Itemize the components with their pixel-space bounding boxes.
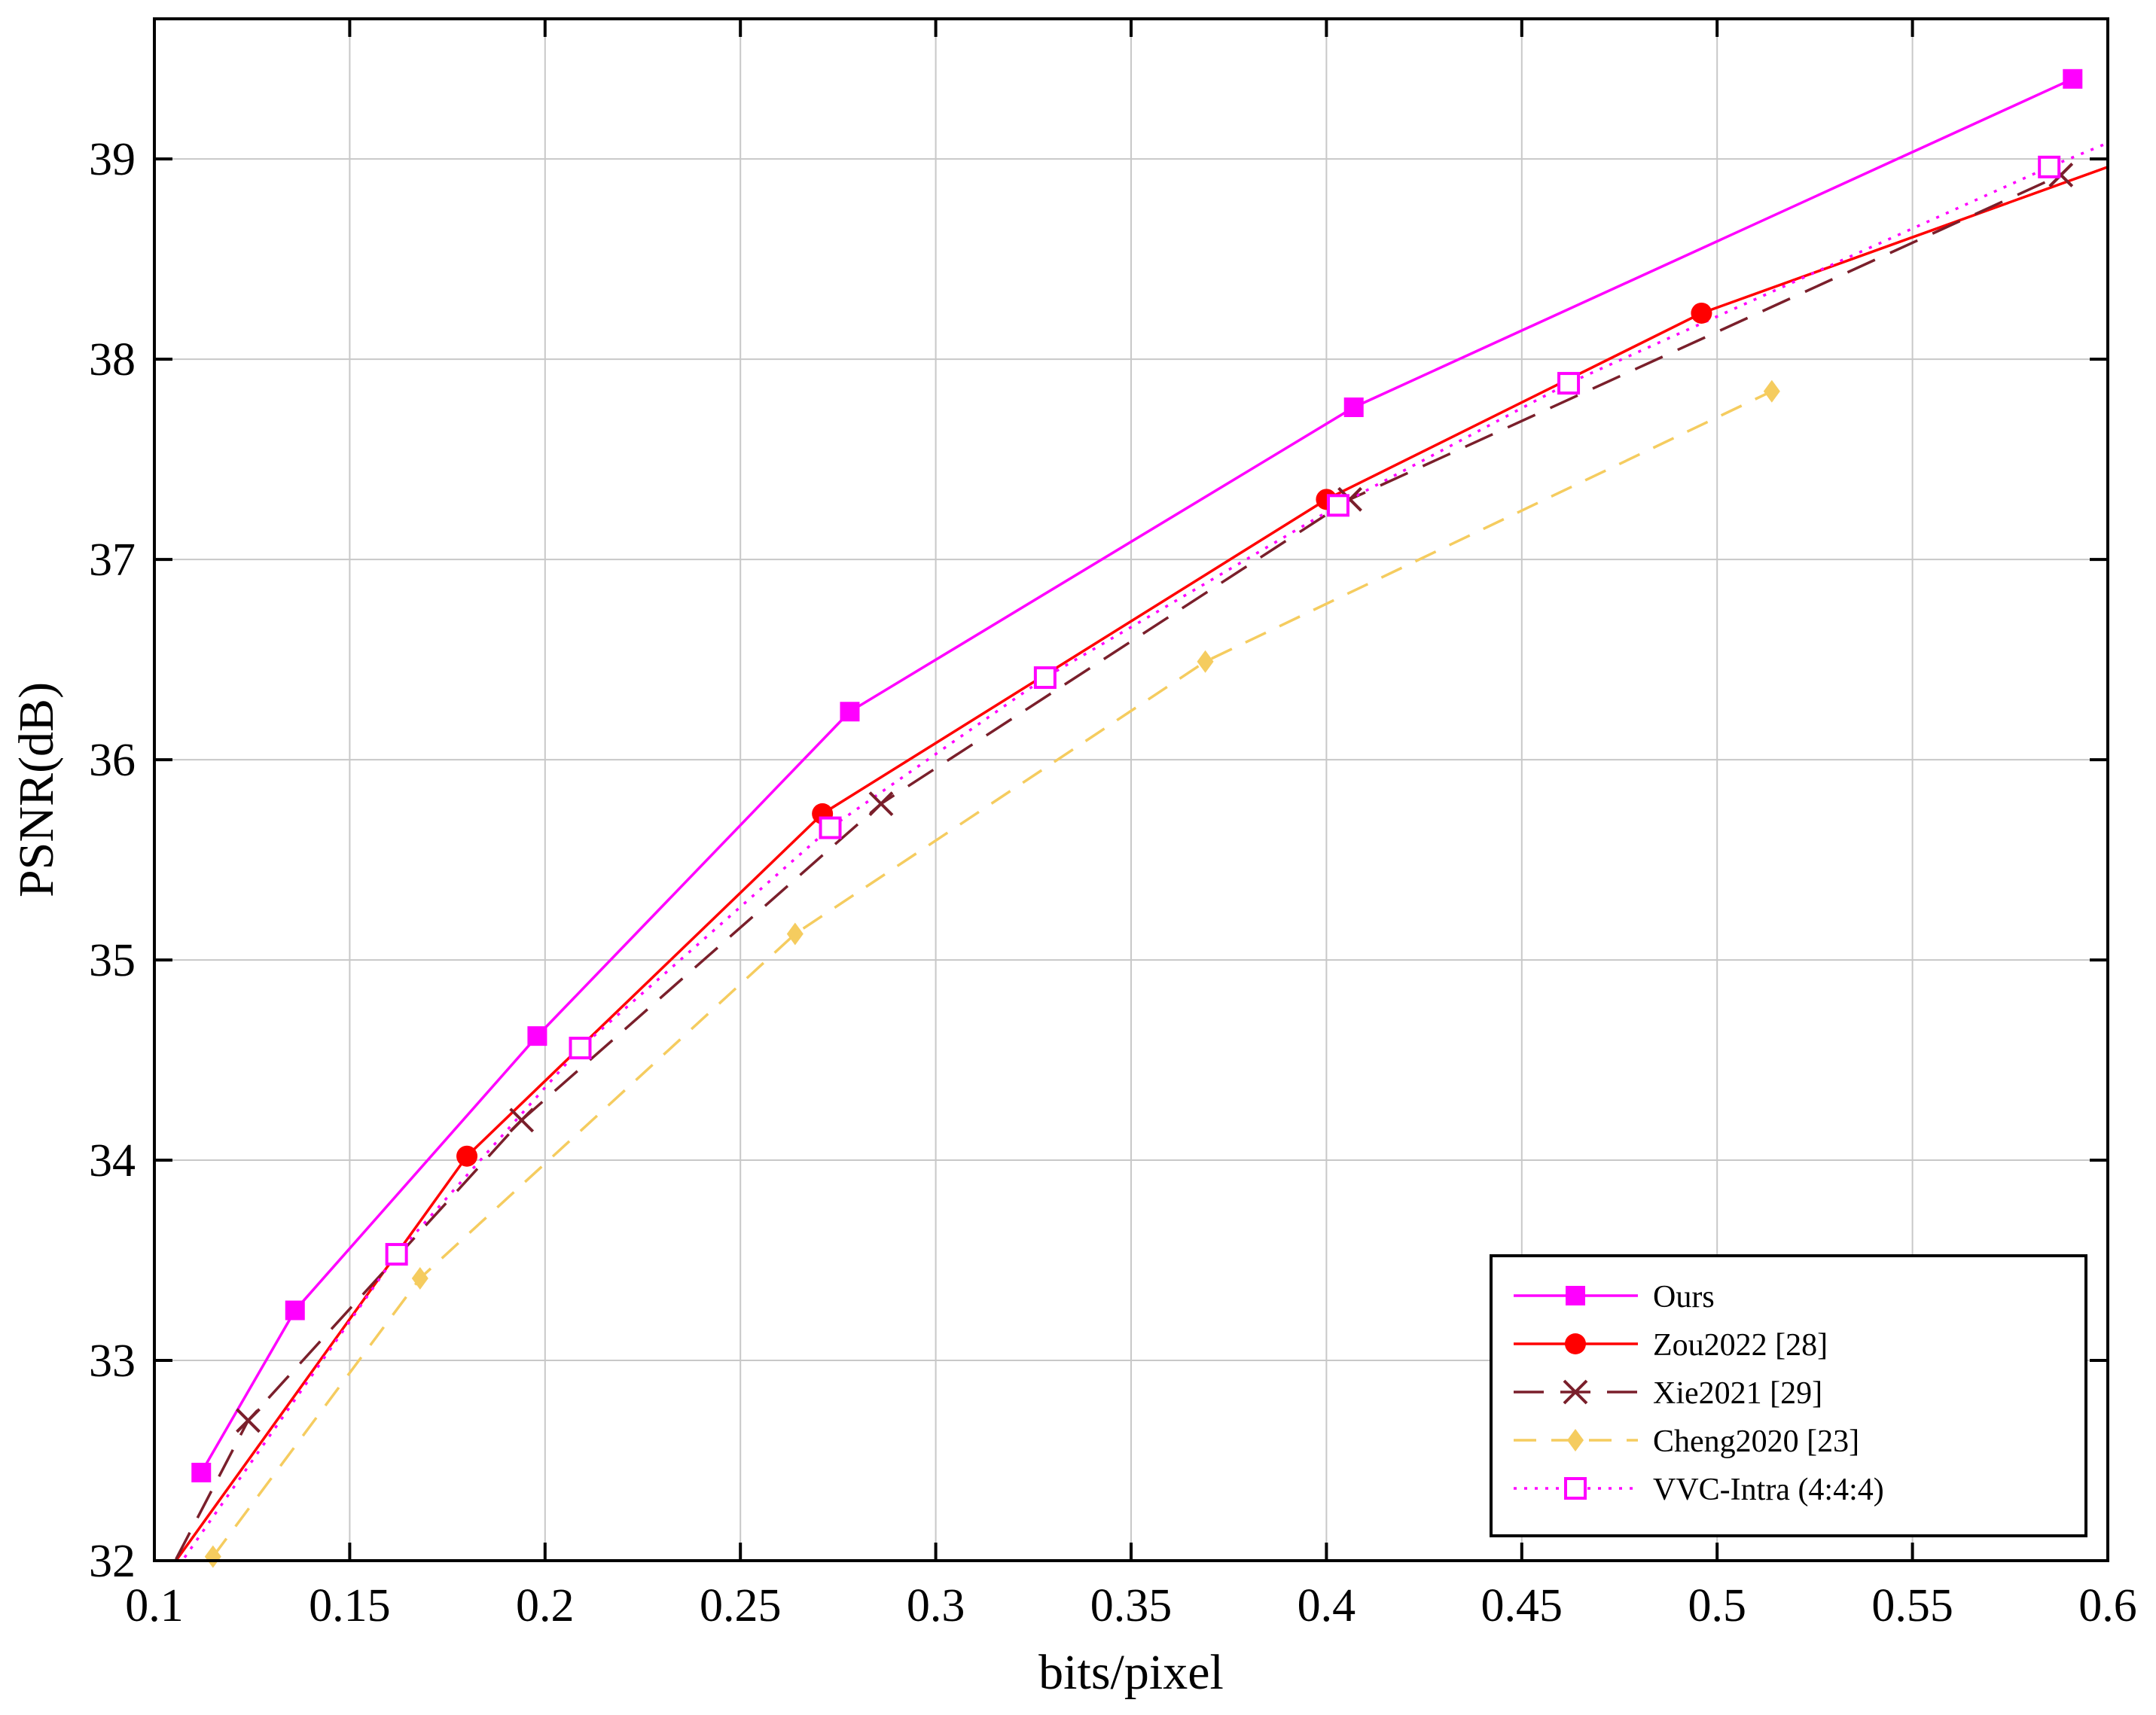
data-point-marker: [1343, 397, 1364, 417]
marker-layer: [191, 69, 2083, 1568]
data-point-marker: [285, 1300, 305, 1321]
x-tick-label: 0.2: [516, 1580, 575, 1631]
series-line-0: [200, 78, 2074, 1473]
axis-ticks: 0.1 0.15 0.2 0.25 0.3 0.35 0.4 0.45 0.5 0.55 0.6 32…: [89, 19, 2137, 1631]
y-tick-label: 33: [89, 1336, 136, 1387]
series-line-4: [181, 142, 2108, 1561]
data-point-marker: [2063, 69, 2083, 89]
legend-marker-0: [1566, 1286, 1585, 1305]
x-axis-title: bits/pixel: [1038, 1645, 1224, 1700]
y-axis-title: PSNR(dB): [9, 682, 64, 897]
series-line-2: [173, 173, 2062, 1561]
legend-marker-2: [1563, 1379, 1588, 1405]
x-tick-label: 0.15: [309, 1580, 391, 1631]
data-point-marker: [819, 816, 842, 839]
legend-label-0: Ours: [1653, 1280, 1715, 1314]
legend-marker-1: [1565, 1333, 1586, 1354]
x-tick-label: 0.45: [1481, 1580, 1563, 1631]
data-point-marker: [786, 922, 804, 946]
data-point-marker: [1691, 302, 1712, 324]
y-tick-label: 37: [89, 535, 136, 586]
data-point-marker: [1763, 379, 1780, 403]
x-tick-label: 0.3: [907, 1580, 965, 1631]
y-tick-label: 34: [89, 1135, 136, 1186]
data-point-marker: [204, 1545, 221, 1568]
data-point-marker: [2038, 155, 2061, 178]
y-tick-label: 36: [89, 735, 136, 786]
legend-label-4: VVC-Intra (4:4:4): [1653, 1473, 1884, 1507]
data-point-marker: [840, 702, 860, 722]
data-point-marker: [191, 1462, 212, 1482]
legend-label-1: Zou2022 [28]: [1653, 1328, 1828, 1363]
x-tick-label: 0.25: [700, 1580, 782, 1631]
legend-marker-4: [1564, 1477, 1587, 1500]
legend-marker-3: [1567, 1429, 1584, 1452]
data-point-marker: [236, 1408, 261, 1433]
legend-box: [1490, 1254, 2087, 1537]
series-line-1: [174, 166, 2108, 1561]
x-tick-label: 0.1: [125, 1580, 184, 1631]
data-point-marker: [527, 1026, 547, 1046]
legend-label-2: Xie2021 [29]: [1653, 1376, 1822, 1411]
data-point-marker: [456, 1145, 478, 1167]
series-layer: [173, 78, 2108, 1561]
data-point-marker: [1326, 494, 1349, 517]
data-point-marker: [569, 1037, 592, 1060]
x-tick-label: 0.55: [1871, 1580, 1953, 1631]
data-point-marker: [1557, 372, 1581, 395]
x-tick-label: 0.6: [2078, 1580, 2137, 1631]
x-tick-label: 0.5: [1688, 1580, 1746, 1631]
x-tick-label: 0.4: [1298, 1580, 1356, 1631]
y-tick-label: 39: [89, 134, 136, 185]
y-tick-label: 38: [89, 334, 136, 385]
data-point-marker: [1197, 650, 1214, 673]
data-point-marker: [509, 1107, 535, 1133]
series-line-3: [212, 390, 1773, 1558]
y-tick-label: 32: [89, 1536, 136, 1587]
data-point-marker: [385, 1243, 408, 1266]
legend: Ours Zou2022 [28] Xie2021 [29] Cheng2020 [2…: [1490, 1254, 2087, 1537]
legend-label-3: Cheng2020 [23]: [1653, 1424, 1859, 1459]
data-point-marker: [411, 1266, 428, 1290]
data-point-marker: [1033, 666, 1057, 690]
data-point-marker: [868, 791, 894, 817]
x-tick-label: 0.35: [1090, 1580, 1173, 1631]
y-tick-label: 35: [89, 935, 136, 986]
